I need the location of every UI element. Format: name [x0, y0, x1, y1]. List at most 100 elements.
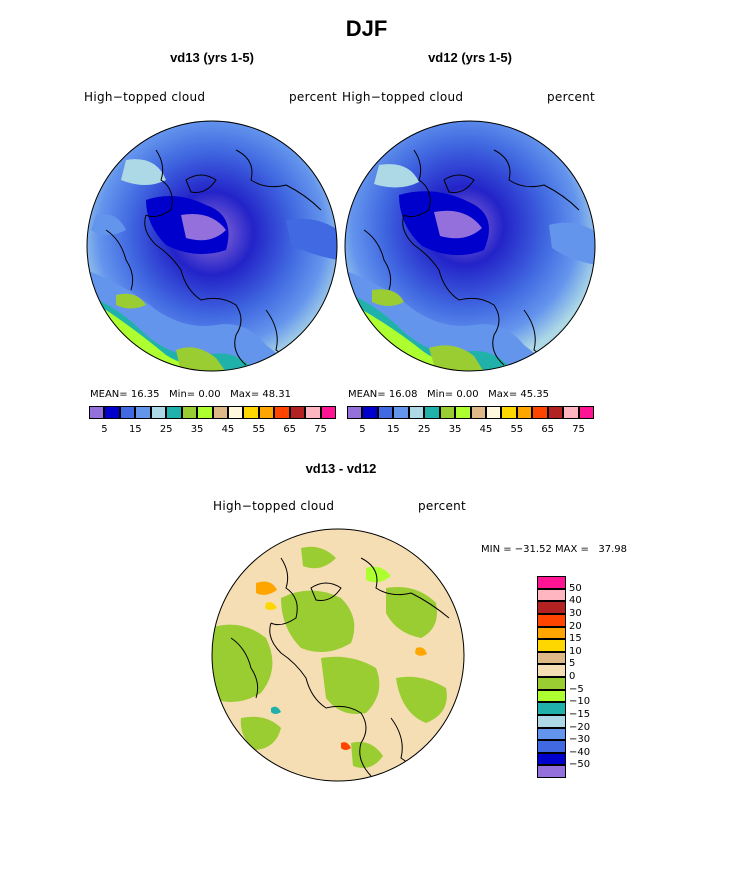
panel2-units-label: percent — [547, 90, 596, 104]
colorbar-swatch — [485, 406, 502, 419]
colorbar-tick-label: 25 — [417, 424, 431, 435]
colorbar-swatch — [537, 677, 566, 690]
colorbar-swatch — [227, 406, 244, 419]
colorbar-tick-label: 65 — [541, 424, 555, 435]
diff-colorbar — [537, 576, 566, 778]
colorbar-tick-label: 45 — [479, 424, 493, 435]
colorbar-swatch — [455, 406, 471, 419]
colorbar-tick-label: −40 — [569, 746, 591, 758]
colorbar-tick-label: 20 — [569, 620, 582, 632]
colorbar-swatch — [305, 406, 321, 419]
colorbar-tick-label: 55 — [510, 424, 524, 435]
panel1-mean-label: MEAN= — [90, 389, 128, 400]
colorbar-swatch — [104, 406, 120, 419]
colorbar-swatch — [362, 406, 378, 419]
colorbar-swatch — [197, 406, 213, 419]
colorbar-swatch — [537, 765, 566, 778]
colorbar-swatch — [537, 651, 566, 665]
colorbar-tick-label: 65 — [283, 424, 297, 435]
colorbar-swatch — [150, 406, 167, 419]
diff-units-label: percent — [418, 499, 467, 513]
colorbar-tick-label: 15 — [128, 424, 142, 435]
panel2-polar-map — [344, 120, 596, 372]
panel2-stats: MEAN= 16.08 Min= 0.00 Max= 45.35 — [348, 389, 549, 400]
panel2-colorbar-ticks: 5 15 25 35 45 55 65 75 — [347, 424, 594, 438]
colorbar-swatch — [243, 406, 259, 419]
diff-subtitle: vd13 - vd12 — [305, 461, 377, 476]
colorbar-swatch — [537, 664, 566, 677]
panel1-polar-map — [86, 120, 338, 372]
colorbar-swatch — [424, 406, 440, 419]
colorbar-swatch — [537, 626, 566, 640]
colorbar-tick-label: 15 — [386, 424, 400, 435]
colorbar-swatch — [135, 406, 151, 419]
colorbar-swatch — [547, 406, 564, 419]
panel2-subtitle: vd12 (yrs 1-5) — [428, 50, 512, 65]
colorbar-tick-label: 75 — [314, 424, 327, 435]
colorbar-swatch — [320, 406, 336, 419]
colorbar-tick-label: 45 — [221, 424, 235, 435]
colorbar-tick-label: 5 — [569, 658, 576, 670]
colorbar-swatch — [537, 576, 566, 589]
panel2-mean-value: 16.08 — [388, 389, 418, 400]
colorbar-tick-label: 75 — [572, 424, 585, 435]
panel1-stats: MEAN= 16.35 Min= 0.00 Max= 48.31 — [90, 389, 291, 400]
colorbar-tick-label: 5 — [101, 424, 108, 435]
panel2-mean-label: MEAN= — [348, 389, 386, 400]
colorbar-swatch — [537, 714, 566, 728]
panel1-min-label: Min= — [169, 389, 196, 400]
colorbar-swatch — [537, 740, 566, 753]
colorbar-swatch — [212, 406, 228, 419]
colorbar-swatch — [537, 727, 566, 741]
colorbar-swatch — [563, 406, 579, 419]
diff-range-text: MIN = −31.52 MAX = 37.98 — [481, 544, 628, 555]
panel1-colorbar — [89, 406, 336, 419]
colorbar-swatch — [537, 702, 566, 715]
panel1-min-value: 0.00 — [198, 389, 221, 400]
colorbar-tick-label: 35 — [448, 424, 462, 435]
diff-colorbar-ticks: 50 40 30 20 15 10 5 0 −5 −10 −15 −20 −30 −40 −50 — [569, 576, 609, 778]
colorbar-swatch — [578, 406, 594, 419]
colorbar-tick-label: 5 — [359, 424, 366, 435]
panel1-units-label: percent — [289, 90, 338, 104]
panel2-colorbar — [347, 406, 594, 419]
colorbar-swatch — [532, 406, 548, 419]
colorbar-tick-label: 15 — [569, 633, 582, 645]
colorbar-tick-label: −50 — [569, 759, 591, 771]
colorbar-swatch — [470, 406, 486, 419]
colorbar-tick-label: 30 — [569, 607, 582, 619]
panel2-variable-label: High−topped cloud — [342, 90, 464, 104]
panel1-max-value: 48.31 — [262, 389, 292, 400]
colorbar-tick-label: 40 — [569, 595, 582, 607]
colorbar-swatch — [516, 406, 533, 419]
colorbar-swatch — [258, 406, 275, 419]
colorbar-swatch — [119, 406, 136, 419]
colorbar-tick-label: 0 — [569, 671, 576, 682]
colorbar-tick-label: −20 — [569, 721, 591, 733]
colorbar-tick-label: 10 — [569, 645, 582, 657]
colorbar-swatch — [537, 601, 566, 614]
panel1-max-label: Max= — [230, 389, 260, 400]
figure-title: DJF — [345, 16, 388, 41]
colorbar-swatch — [439, 406, 456, 419]
colorbar-swatch — [537, 752, 566, 766]
colorbar-swatch — [537, 639, 566, 652]
colorbar-swatch — [377, 406, 394, 419]
colorbar-swatch — [537, 689, 566, 703]
colorbar-tick-label: 35 — [190, 424, 204, 435]
colorbar-swatch — [89, 406, 105, 419]
colorbar-swatch — [393, 406, 409, 419]
colorbar-swatch — [289, 406, 306, 419]
panel1-variable-label: High−topped cloud — [84, 90, 206, 104]
panel1-mean-value: 16.35 — [130, 389, 160, 400]
diff-variable-label: High−topped cloud — [213, 499, 335, 513]
colorbar-swatch — [166, 406, 182, 419]
colorbar-tick-label: −15 — [569, 708, 591, 720]
panel1-colorbar-ticks: 5 15 25 35 45 55 65 75 — [89, 424, 336, 438]
colorbar-tick-label: 25 — [159, 424, 173, 435]
colorbar-swatch — [408, 406, 425, 419]
panel2-max-value: 45.35 — [520, 389, 550, 400]
colorbar-swatch — [181, 406, 198, 419]
colorbar-swatch — [537, 588, 566, 602]
panel2-min-value: 0.00 — [456, 389, 479, 400]
